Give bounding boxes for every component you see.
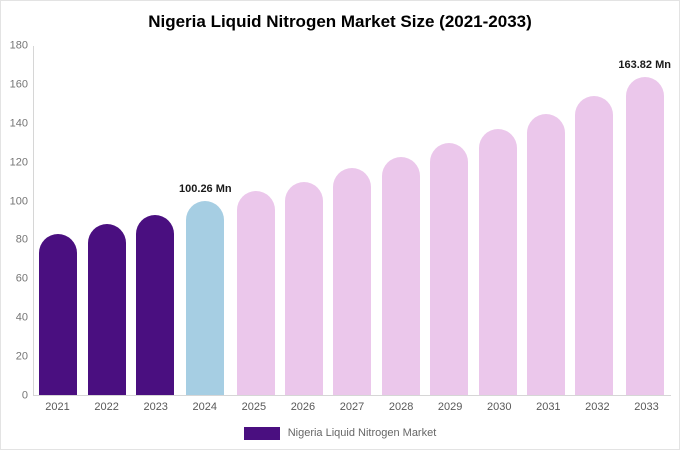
- bar-value-label: 100.26 Mn: [179, 182, 232, 195]
- bar-slot: [473, 46, 521, 395]
- bar-slot: [34, 46, 82, 395]
- bar-slot: [280, 46, 328, 395]
- x-tick-label: 2028: [388, 401, 414, 413]
- bar-slot: [425, 46, 473, 395]
- bar-slot: [82, 46, 130, 395]
- plot-area: 100.26 Mn 163.82 Mn: [33, 46, 671, 396]
- x-tick-label: 2032: [585, 401, 610, 413]
- y-tick-label: 40: [15, 311, 28, 324]
- y-tick-label: 160: [9, 78, 28, 91]
- y-tick-label: 0: [21, 389, 28, 402]
- y-tick-label: 60: [15, 272, 28, 285]
- y-axis: 0 20 40 60 80 100 120 140 160 180: [7, 40, 33, 401]
- x-tick-label: 2022: [94, 401, 119, 413]
- y-tick-label: 180: [9, 39, 28, 52]
- bar-slot: [232, 46, 280, 395]
- bar-2029: [430, 142, 469, 395]
- y-tick-label: 140: [9, 117, 28, 130]
- x-tick-label: 2029: [437, 401, 463, 413]
- bar-2030: [478, 129, 517, 395]
- y-tick-label: 20: [15, 350, 28, 363]
- chart-title: Nigeria Liquid Nitrogen Market Size (202…: [148, 12, 532, 31]
- bar-2024: [186, 200, 225, 395]
- bar-slot: [131, 46, 179, 395]
- bar-value-label: 163.82 Mn: [618, 59, 671, 72]
- x-tick-label: 2030: [487, 401, 512, 413]
- bar-2021: [39, 234, 78, 395]
- x-axis: 2021 2022 2023 2024 2025 2026 2027 2028 2029 2030…: [33, 396, 671, 418]
- bar-2022: [87, 224, 126, 395]
- bar-slot: [377, 46, 425, 395]
- x-tick-label: 2033: [634, 401, 659, 413]
- bar-2025: [236, 191, 275, 395]
- x-tick-label: 2021: [45, 401, 70, 413]
- bar-slot: 163.82 Mn: [618, 46, 671, 395]
- y-tick-label: 80: [15, 233, 28, 246]
- y-tick-label: 120: [9, 156, 28, 169]
- bar-2028: [381, 156, 420, 395]
- bar-slot: [570, 46, 618, 395]
- bar-2033: [625, 77, 664, 395]
- x-tick-label: 2027: [339, 401, 365, 413]
- y-tick-label: 100: [9, 195, 28, 208]
- x-tick-label: 2031: [536, 401, 561, 413]
- bar-slot: [328, 46, 376, 395]
- plot-row: 0 20 40 60 80 100 120 140 160 180 100.26 Mn 163.82…: [7, 40, 671, 401]
- bar-2026: [285, 181, 324, 395]
- x-tick-label: 2026: [290, 401, 316, 413]
- bar-slot: 100.26 Mn: [179, 46, 232, 395]
- bar-slot: [522, 46, 570, 395]
- x-tick-label: 2023: [143, 401, 168, 413]
- bar-2023: [135, 214, 174, 395]
- bar-2027: [333, 168, 372, 395]
- x-tick-label: 2024: [192, 401, 218, 413]
- legend-swatch: [243, 426, 280, 440]
- bar-2031: [526, 113, 565, 395]
- legend-label: Nigeria Liquid Nitrogen Market: [287, 427, 437, 439]
- x-tick-label: 2025: [241, 401, 267, 413]
- legend: Nigeria Liquid Nitrogen Market: [1, 418, 679, 448]
- bar-2032: [575, 96, 614, 395]
